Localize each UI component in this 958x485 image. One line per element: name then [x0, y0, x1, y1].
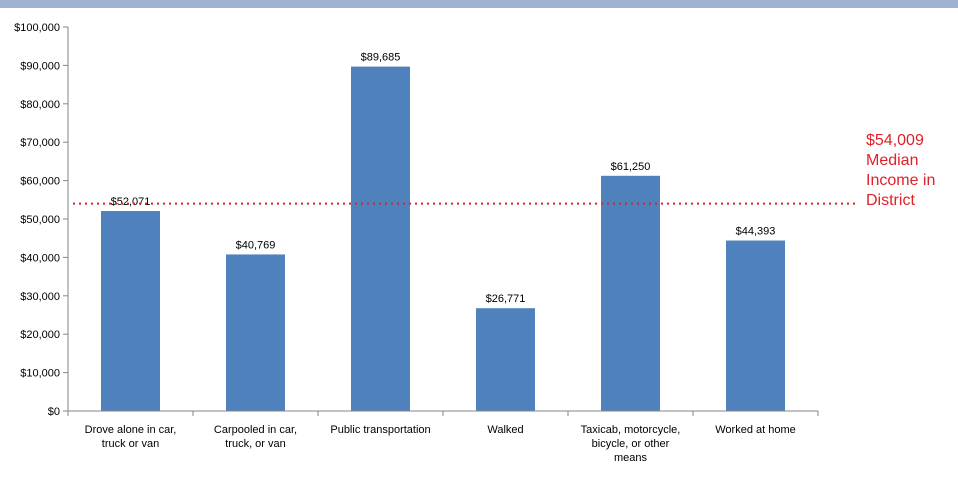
y-tick-label: $90,000	[20, 60, 60, 72]
data-label: $61,250	[611, 161, 651, 173]
data-label: $89,685	[361, 52, 401, 64]
top-band	[0, 0, 958, 8]
median-label: $54,009 Median Income in District	[866, 132, 935, 209]
bar	[476, 308, 535, 411]
bar	[101, 211, 160, 411]
data-label: $44,393	[736, 226, 776, 238]
y-tick-label: $30,000	[20, 291, 60, 303]
y-axis: $0 $10,000 $20,000 $30,000 $40,000 $50,000 $60…	[14, 22, 69, 418]
x-category-label: Worked at home	[715, 424, 796, 436]
y-tick-label: $40,000	[20, 252, 60, 264]
y-tick-label: $80,000	[20, 99, 60, 111]
bar	[226, 254, 285, 411]
x-axis: Drove alone in car, truck or van Carpooled…	[67, 410, 819, 464]
y-tick-label: $10,000	[20, 368, 60, 380]
bars: $52,071 $40,769 $89,685 $26,771 $61,250 $44,3…	[101, 52, 785, 412]
bar	[601, 175, 660, 411]
y-tick-label: $70,000	[20, 137, 60, 149]
bar	[726, 240, 785, 411]
y-tick-label: $20,000	[20, 329, 60, 341]
data-label: $40,769	[236, 239, 276, 251]
y-tick-label: $100,000	[14, 22, 60, 34]
data-label: $52,071	[111, 196, 151, 208]
x-category-label: Drove alone in car, truck or van	[85, 424, 177, 450]
x-category-label: Carpooled in car, truck, or van	[214, 424, 297, 450]
x-category-label: Walked	[487, 424, 523, 436]
y-tick-label: $60,000	[20, 176, 60, 188]
median-reference: $54,009 Median Income in District	[73, 132, 935, 209]
bar	[351, 66, 410, 412]
x-category-label: Taxicab, motorcycle, bicycle, or other mea…	[581, 424, 681, 464]
y-tick-label: $50,000	[20, 214, 60, 226]
data-label: $26,771	[486, 293, 526, 305]
y-tick-label: $0	[48, 406, 60, 418]
x-category-label: Public transportation	[330, 424, 430, 436]
